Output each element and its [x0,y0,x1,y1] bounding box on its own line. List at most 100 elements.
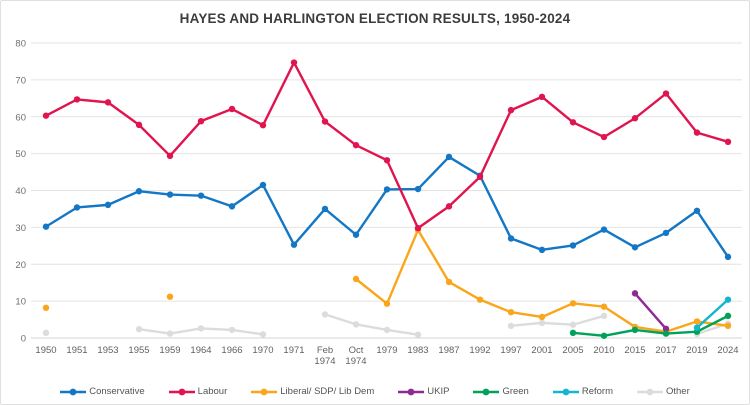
x-tick-label: 1959 [159,345,180,356]
legend-item-label: UKIP [427,386,450,397]
data-point [600,133,608,141]
data-point [569,329,577,337]
data-point [507,308,515,316]
x-tick-label: 1950 [35,345,56,356]
legend-marker-icon [552,388,579,395]
data-point [383,157,391,164]
legend-item-other[interactable]: Other [637,386,690,397]
x-tick-label: 1970 [252,345,273,356]
data-point [197,192,205,199]
line-segment [509,314,606,328]
data-point [662,229,670,237]
x-tick-label: Feb 1974 [314,345,335,367]
series-line-reform [693,296,732,331]
data-point [352,231,360,238]
legend-item-green[interactable]: Green [473,386,529,397]
data-point [600,226,608,233]
legend-item-ukip[interactable]: UKIP [398,386,449,397]
line-segment [44,61,730,230]
legend-marker-icon [473,388,500,395]
data-point [197,325,205,332]
data-point [724,312,732,320]
data-point [352,275,360,283]
x-tick-label: 2024 [717,345,738,356]
data-point [476,296,484,303]
y-tick-label: 40 [15,186,26,197]
data-point [42,223,50,230]
data-point [600,303,608,310]
series-line-ukip [631,290,670,332]
legend-item-label: Reform [581,386,613,397]
legend-marker-icon [398,388,425,395]
y-tick-label: 70 [15,75,26,86]
data-point [631,326,639,334]
data-point [166,152,174,160]
data-point [538,93,546,101]
legend-item-reform[interactable]: Reform [552,386,613,397]
data-point [259,122,267,129]
series-line-conservative [42,153,732,261]
data-point [166,191,174,198]
data-point [321,118,329,125]
data-point [445,278,453,286]
data-point [135,121,143,129]
legend-item-conservative[interactable]: Conservative [60,386,145,397]
series-line-green [569,312,732,339]
y-tick-label: 20 [15,260,26,271]
x-tick-label: 2017 [655,345,676,356]
data-point [383,326,391,334]
data-point [104,99,112,106]
legend-item-label: Liberal/ SDP/ Lib Dem [280,386,375,397]
y-tick-label: 60 [15,112,26,123]
data-point [693,318,701,325]
data-point [383,186,391,193]
x-tick-label: 1964 [190,345,211,356]
x-tick-label: 2019 [686,345,707,356]
data-point [569,242,577,249]
data-point [228,326,236,334]
legend-item-label: Conservative [89,386,145,397]
legend-item-liberal-sdp-lib-dem[interactable]: Liberal/ SDP/ Lib Dem [251,386,374,397]
legend: Conservative Labour Liberal/ SDP/ Lib Dem U… [1,386,749,397]
x-tick-label: 2001 [531,345,552,356]
data-point [476,173,484,181]
chart-title: HAYES AND HARLINGTON ELECTION RESULTS, 1… [179,11,571,26]
line-segment [571,314,730,337]
data-point [228,105,236,113]
data-point [42,304,50,311]
legend-marker-icon [251,388,278,395]
x-tick-label: 1953 [97,345,118,356]
x-tick-label: 1955 [128,345,149,356]
data-point [73,204,81,211]
data-point [569,300,577,307]
data-point [631,290,639,297]
data-point [662,330,670,337]
legend-item-label: Other [666,386,690,397]
x-tick-label: 1971 [283,345,304,356]
data-point [135,325,143,333]
x-tick-label: Oct 1974 [345,345,366,367]
x-tick-label: 1987 [438,345,459,356]
series-line-other [42,311,732,338]
data-point [507,106,515,114]
legend-item-labour[interactable]: Labour [168,386,228,397]
data-point [321,205,329,213]
data-point [600,332,608,339]
data-point [693,324,701,331]
data-point [135,188,143,195]
data-point [228,203,236,210]
data-point [321,311,329,318]
data-point [631,244,639,251]
data-point [569,321,577,328]
legend-marker-icon [637,388,663,395]
x-tick-label: 1992 [469,345,490,356]
data-point [73,96,81,103]
data-point [352,321,360,328]
data-point [414,185,422,193]
x-tick-label: 1979 [376,345,397,356]
data-point [352,141,360,149]
data-point [383,300,391,307]
legend-item-label: Labour [197,386,228,397]
legend-marker-icon [168,388,195,395]
